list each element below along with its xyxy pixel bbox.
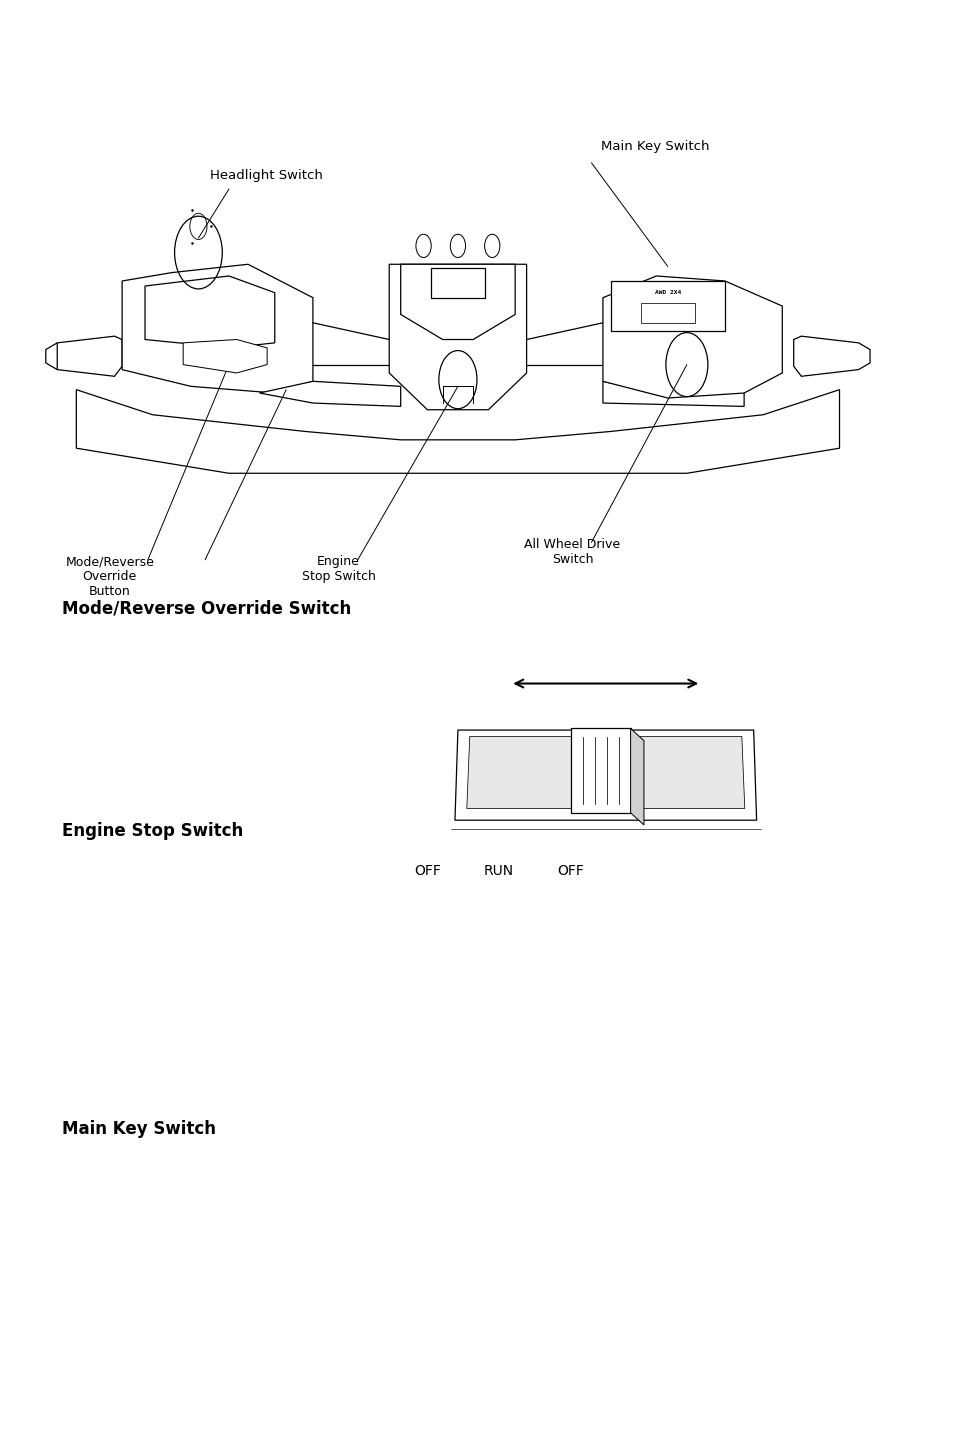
- Text: RUN: RUN: [483, 864, 514, 878]
- Text: Engine Stop Switch: Engine Stop Switch: [62, 822, 243, 839]
- Text: OFF: OFF: [414, 864, 440, 878]
- Text: All Wheel Drive
Switch: All Wheel Drive Switch: [524, 538, 619, 566]
- Polygon shape: [400, 265, 515, 340]
- Polygon shape: [259, 381, 400, 406]
- Polygon shape: [455, 730, 756, 820]
- Text: Main Key Switch: Main Key Switch: [600, 140, 709, 153]
- Polygon shape: [571, 728, 630, 813]
- Text: Mode/Reverse
Override
Button: Mode/Reverse Override Button: [65, 555, 154, 599]
- Text: OFF: OFF: [557, 864, 583, 878]
- Text: Main Key Switch: Main Key Switch: [62, 1120, 215, 1137]
- Text: Headlight Switch: Headlight Switch: [210, 169, 322, 182]
- Polygon shape: [630, 728, 643, 824]
- Text: AWD 2X4: AWD 2X4: [654, 291, 680, 295]
- Polygon shape: [602, 381, 743, 406]
- Text: Mode/Reverse Override Switch: Mode/Reverse Override Switch: [62, 599, 351, 616]
- Polygon shape: [122, 265, 313, 393]
- Polygon shape: [466, 736, 744, 808]
- Polygon shape: [602, 276, 781, 398]
- Bar: [431, 268, 484, 298]
- Polygon shape: [793, 336, 869, 377]
- Polygon shape: [640, 302, 694, 323]
- Polygon shape: [183, 340, 267, 374]
- Text: Engine
Stop Switch: Engine Stop Switch: [301, 555, 375, 583]
- Polygon shape: [57, 336, 122, 377]
- Polygon shape: [76, 390, 839, 474]
- Polygon shape: [389, 265, 526, 410]
- Polygon shape: [610, 281, 724, 332]
- Polygon shape: [145, 276, 274, 348]
